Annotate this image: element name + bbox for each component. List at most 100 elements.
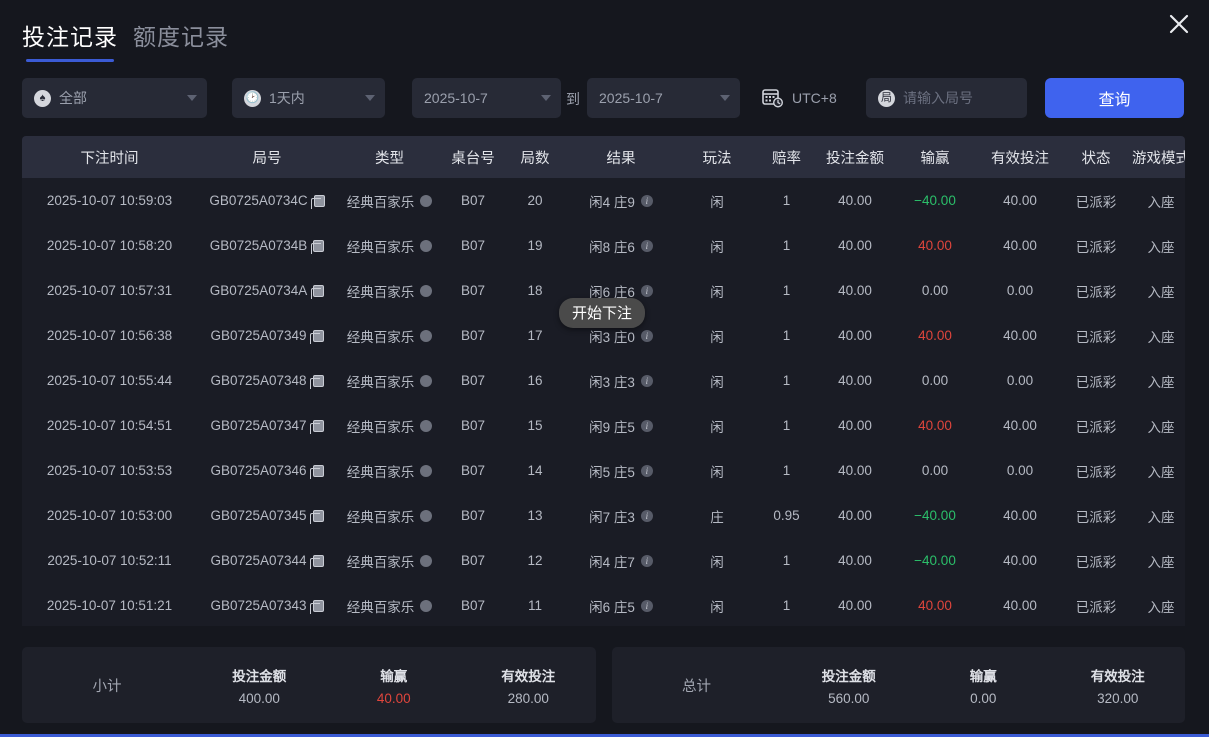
result-text: 闲3 庄0 bbox=[589, 329, 635, 345]
subtotal-item-label: 有效投注 bbox=[501, 668, 556, 684]
total-item: 投注金额 560.00 bbox=[782, 665, 917, 706]
cell-game-type: 经典百家乐 bbox=[337, 403, 442, 448]
table-row[interactable]: 2025-10-07 10:58:20 GB0725A0734B 经典百家乐 B07 1… bbox=[22, 223, 1185, 268]
time-range-select[interactable]: 🕑 1天内 bbox=[232, 78, 385, 118]
cell-round-id: GB0725A07347 bbox=[197, 403, 337, 448]
copy-icon[interactable] bbox=[310, 419, 324, 434]
total-item-label: 有效投注 bbox=[1090, 668, 1145, 684]
cell-win-lose: −40.00 bbox=[895, 178, 975, 223]
info-icon[interactable]: i bbox=[640, 419, 653, 432]
game-info-icon[interactable] bbox=[420, 464, 433, 477]
table-row[interactable]: 2025-10-07 10:53:00 GB0725A07345 经典百家乐 B07 1… bbox=[22, 493, 1185, 538]
table-row[interactable]: 2025-10-07 10:54:51 GB0725A07347 经典百家乐 B07 1… bbox=[22, 403, 1185, 448]
cell-odds: 1 bbox=[758, 313, 815, 358]
info-icon[interactable]: i bbox=[640, 464, 653, 477]
date-from-select[interactable]: 2025-10-7 bbox=[412, 78, 561, 118]
win-lose-text: 0.00 bbox=[921, 463, 949, 478]
total-item-label: 投注金额 bbox=[821, 668, 876, 684]
table-row[interactable]: 2025-10-07 10:52:11 GB0725A07344 经典百家乐 B07 1… bbox=[22, 538, 1185, 583]
game-info-icon[interactable] bbox=[420, 329, 433, 342]
cell-status: 已派彩 bbox=[1065, 583, 1127, 626]
info-icon[interactable]: i bbox=[640, 554, 653, 567]
game-info-icon[interactable] bbox=[420, 509, 433, 522]
cell-game-type: 经典百家乐 bbox=[337, 313, 442, 358]
cell-round-id: GB0725A0734B bbox=[197, 223, 337, 268]
round-search-placeholder: 请输入局号 bbox=[903, 90, 973, 106]
tab-betting-records[interactable]: 投注记录 bbox=[22, 18, 118, 62]
status-text: 已派彩 bbox=[1075, 509, 1117, 525]
game-info-icon[interactable] bbox=[420, 554, 433, 567]
cell-game-type: 经典百家乐 bbox=[337, 583, 442, 626]
valid-bet-text: 0.00 bbox=[1006, 373, 1034, 388]
cell-status: 已派彩 bbox=[1065, 178, 1127, 223]
table-row[interactable]: 2025-10-07 10:55:44 GB0725A07348 经典百家乐 B07 1… bbox=[22, 358, 1185, 403]
odds-text: 1 bbox=[782, 598, 791, 613]
bet-time-text: 2025-10-07 10:56:38 bbox=[46, 328, 173, 343]
cell-game-mode: 入座 bbox=[1127, 403, 1185, 448]
info-icon[interactable]: i bbox=[640, 374, 653, 387]
copy-icon[interactable] bbox=[310, 464, 324, 479]
game-info-icon[interactable] bbox=[420, 374, 433, 387]
cell-valid-bet: 0.00 bbox=[975, 448, 1065, 493]
table-row[interactable]: 2025-10-07 10:51:21 GB0725A07343 经典百家乐 B07 1… bbox=[22, 583, 1185, 626]
cell-status: 已派彩 bbox=[1065, 403, 1127, 448]
table-row[interactable]: 2025-10-07 10:53:53 GB0725A07346 经典百家乐 B07 1… bbox=[22, 448, 1185, 493]
copy-icon[interactable] bbox=[310, 329, 324, 344]
game-type-select[interactable]: ♠ 全部 bbox=[22, 78, 207, 118]
info-icon[interactable]: i bbox=[640, 194, 653, 207]
bet-amount-text: 40.00 bbox=[838, 193, 872, 208]
copy-icon[interactable] bbox=[310, 554, 324, 569]
cell-round-count: 14 bbox=[504, 448, 566, 493]
cell-game-mode: 入座 bbox=[1127, 538, 1185, 583]
cell-round-id: GB0725A07349 bbox=[197, 313, 337, 358]
cell-play-type: 闲 bbox=[676, 583, 758, 626]
cell-round-id: GB0725A0734A bbox=[197, 268, 337, 313]
date-to-select[interactable]: 2025-10-7 bbox=[587, 78, 740, 118]
copy-icon[interactable] bbox=[310, 599, 324, 614]
query-button[interactable]: 查询 bbox=[1045, 78, 1184, 118]
game-info-icon[interactable] bbox=[420, 419, 433, 432]
cell-bet-amount: 40.00 bbox=[815, 538, 895, 583]
game-mode-text: 入座 bbox=[1147, 329, 1175, 345]
copy-icon[interactable] bbox=[310, 509, 324, 524]
copy-icon[interactable] bbox=[310, 374, 324, 389]
table-row[interactable]: 2025-10-07 10:57:31 GB0725A0734A 经典百家乐 B07 1… bbox=[22, 268, 1185, 313]
copy-icon[interactable] bbox=[310, 239, 325, 254]
info-icon[interactable]: i bbox=[640, 284, 653, 297]
game-mode-text: 入座 bbox=[1147, 599, 1175, 615]
info-icon[interactable]: i bbox=[640, 239, 653, 252]
game-info-icon[interactable] bbox=[420, 239, 433, 252]
game-info-icon[interactable] bbox=[420, 284, 433, 297]
table-row[interactable]: 2025-10-07 10:59:03 GB0725A0734C 经典百家乐 B07 2… bbox=[22, 178, 1185, 223]
col-play-type: 玩法 bbox=[702, 150, 732, 167]
play-type-text: 闲 bbox=[710, 284, 724, 300]
cell-table-no: B07 bbox=[442, 583, 504, 626]
cell-result: 闲4 庄7 i bbox=[566, 538, 676, 583]
round-search-input[interactable]: 局 请输入局号 bbox=[866, 78, 1027, 118]
play-type-text: 闲 bbox=[710, 554, 724, 570]
copy-icon[interactable] bbox=[311, 194, 325, 209]
table-row[interactable]: 2025-10-07 10:56:38 GB0725A07349 经典百家乐 B07 1… bbox=[22, 313, 1185, 358]
game-type-text: 经典百家乐 bbox=[346, 194, 415, 210]
cell-round-count: 19 bbox=[504, 223, 566, 268]
cell-odds: 1 bbox=[758, 268, 815, 313]
round-count-text: 12 bbox=[527, 553, 543, 568]
win-lose-text: 0.00 bbox=[921, 373, 949, 388]
result-text: 闲4 庄9 bbox=[589, 194, 635, 210]
game-info-icon[interactable] bbox=[420, 599, 433, 612]
close-icon[interactable] bbox=[1163, 8, 1195, 40]
tab-quota-records[interactable]: 额度记录 bbox=[133, 18, 229, 60]
cell-game-type: 经典百家乐 bbox=[337, 268, 442, 313]
game-info-icon[interactable] bbox=[420, 194, 433, 207]
cell-bet-time: 2025-10-07 10:52:11 bbox=[22, 538, 197, 583]
cell-bet-time: 2025-10-07 10:58:20 bbox=[22, 223, 197, 268]
result-text: 闲8 庄6 bbox=[589, 239, 635, 255]
game-mode-text: 入座 bbox=[1147, 419, 1175, 435]
info-icon[interactable]: i bbox=[640, 509, 653, 522]
info-icon[interactable]: i bbox=[640, 329, 653, 342]
copy-icon[interactable] bbox=[310, 284, 325, 299]
chevron-down-icon bbox=[541, 95, 551, 101]
cell-valid-bet: 40.00 bbox=[975, 538, 1065, 583]
info-icon[interactable]: i bbox=[640, 599, 653, 612]
